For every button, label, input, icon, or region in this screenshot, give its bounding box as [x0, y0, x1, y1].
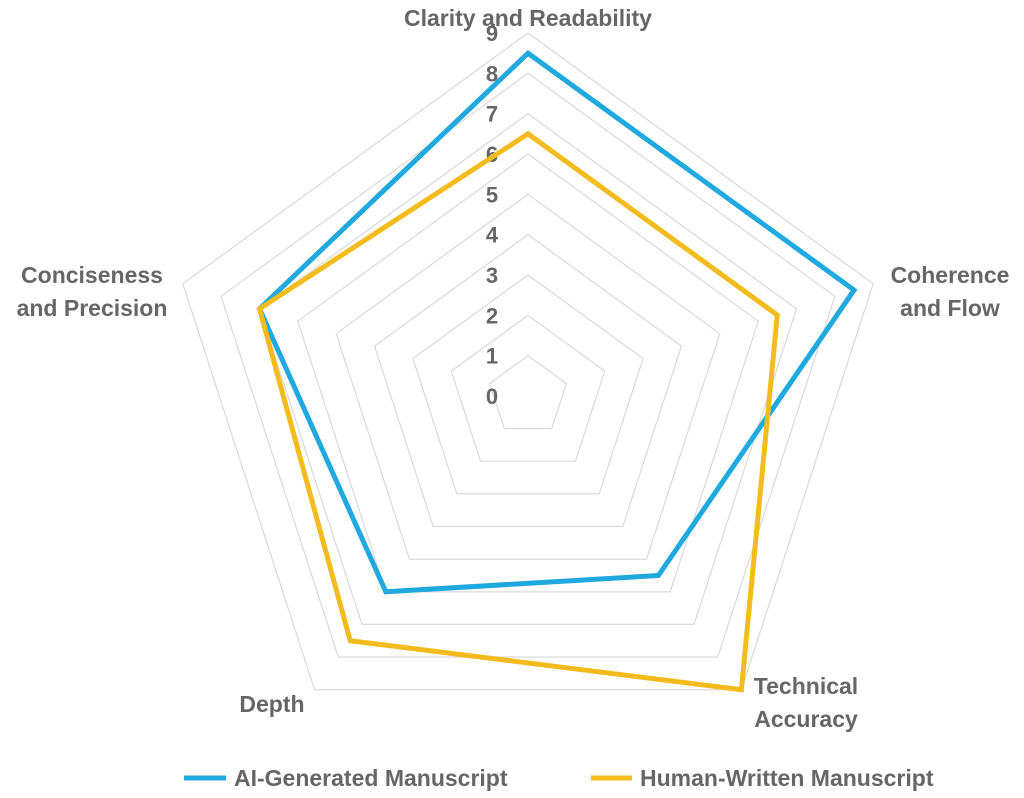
tick-label: 5	[486, 182, 498, 207]
tick-label: 7	[486, 102, 498, 127]
axis-labels: Clarity and Readability Coherenceand Flow…	[17, 5, 1010, 732]
tick-label: 2	[486, 303, 498, 328]
legend-entry: Human-Written Manuscript	[640, 765, 934, 791]
legend-entry: AI-Generated Manuscript	[234, 765, 508, 791]
axis-label: Clarity and Readability	[404, 5, 652, 31]
axis-label: Concisenessand Precision	[17, 262, 168, 321]
radial-tick-labels: 0123456789	[486, 21, 499, 409]
grid-ring-2	[451, 315, 604, 461]
grid-ring-5	[336, 194, 720, 559]
axis-label: Coherenceand Flow	[891, 262, 1010, 321]
grid-ring-8	[221, 73, 835, 657]
tick-label: 1	[486, 344, 498, 369]
axis-label: Depth	[239, 691, 304, 717]
grid-ring-1	[490, 356, 567, 429]
tick-label: 4	[486, 223, 499, 248]
tick-label: 3	[486, 263, 498, 288]
tick-label: 0	[486, 384, 498, 409]
legend: AI-Generated Manuscript Human-Written Man…	[184, 765, 934, 791]
axis-label: TechnicalAccuracy	[754, 673, 858, 732]
